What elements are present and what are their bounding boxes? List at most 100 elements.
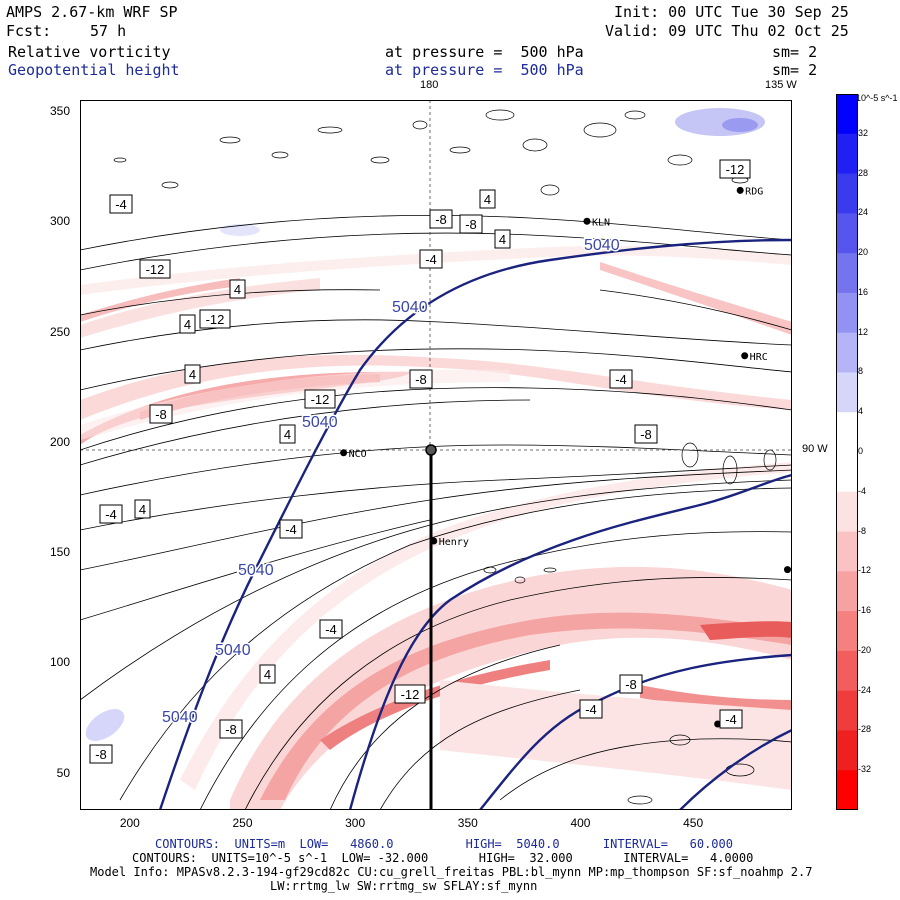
vorticity-height-map: RDGKLNHRCNCOHenryAGZ 5040504050405040504… [80, 100, 792, 810]
height-contour-label: 5040 [584, 237, 620, 254]
colorbar-swatch [836, 372, 858, 413]
height-contour-info: CONTOURS: UNITS=m LOW= 4860.0 HIGH= 5040… [155, 837, 733, 851]
colorbar-swatch [836, 690, 858, 731]
vorticity-contour-value: -4 [115, 197, 127, 212]
vorticity-contour-value: 4 [184, 317, 191, 332]
forecast-hour: 57 h [90, 22, 127, 40]
height-contour-label: 5040 [302, 414, 338, 431]
vorticity-contour-value: 4 [499, 232, 506, 247]
vorticity-contour-value: 4 [284, 427, 291, 442]
y-tick-label: 300 [49, 214, 70, 229]
y-tick-label: 50 [56, 765, 70, 780]
colorbar-swatch [836, 571, 858, 612]
vorticity-contour-label: -12 [139, 259, 171, 279]
field1-level: at pressure = 500 hPa [385, 43, 584, 61]
field1-name: Relative vorticity [8, 43, 171, 61]
vorticity-contour-label: -4 [419, 249, 443, 269]
colorbar-unit-label: 10^-5 s^-1 [856, 93, 898, 103]
colorbar-tick-label: -32 [858, 764, 872, 775]
vorticity-contour-value: -8 [225, 722, 237, 737]
colorbar-swatch [836, 770, 858, 810]
vorticity-contour-label: -8 [149, 404, 173, 424]
vorticity-contour-value: -8 [640, 427, 652, 442]
station-marker [783, 566, 791, 574]
colorbar-tick-label: -12 [858, 565, 872, 576]
lon-label-180: 180 [420, 79, 439, 91]
colorbar-tick-label: 12 [858, 326, 869, 337]
vorticity-contour-value: -8 [155, 407, 167, 422]
colorbar-tick-label: -20 [858, 644, 872, 655]
vorticity-contour-value: -12 [206, 312, 225, 327]
colorbar-swatch [836, 213, 858, 254]
colorbar-swatch [836, 650, 858, 692]
vorticity-contour-value: -8 [435, 212, 447, 227]
vorticity-contour-value: -8 [625, 677, 637, 692]
x-tick-label: 200 [119, 816, 140, 830]
vorticity-contour-value: 4 [189, 367, 196, 382]
station-label: HRC [750, 352, 768, 363]
x-tick-label: 400 [570, 816, 591, 830]
station-marker [583, 217, 591, 225]
height-contour-label: 5040 [392, 299, 428, 316]
colorbar-swatch [836, 94, 858, 135]
valid-time: Valid: 09 UTC Thu 02 Oct 25 [605, 22, 849, 40]
y-tick-label: 100 [49, 655, 70, 670]
vorticity-contour-value: -4 [725, 712, 737, 727]
y-tick-label: 200 [49, 434, 70, 449]
vorticity-colorbar [836, 94, 858, 810]
colorbar-tick-label: 20 [858, 247, 869, 258]
vorticity-contour-label: -4 [609, 369, 633, 389]
station-marker [741, 352, 749, 360]
colorbar-tick-label: -8 [858, 525, 867, 536]
x-tick-label: 300 [345, 816, 366, 830]
vorticity-contour-value: 4 [139, 502, 146, 517]
vorticity-contours [80, 214, 792, 810]
vorticity-contour-label: 4 [184, 364, 201, 384]
colorbar-swatch [836, 173, 858, 214]
x-tick-label: 250 [232, 816, 253, 830]
model-title: AMPS 2.67-km WRF SP [6, 3, 178, 21]
vorticity-contour-label: -8 [634, 424, 658, 444]
vorticity-contour-value: -4 [285, 522, 297, 537]
colorbar-swatch [836, 133, 858, 175]
cross-section-line [425, 444, 437, 810]
colorbar-tick-label: 16 [858, 286, 869, 297]
vorticity-contour-value: -4 [105, 507, 117, 522]
vorticity-contour-label: -8 [429, 209, 453, 229]
vorticity-contour-value: -8 [95, 747, 107, 762]
vorticity-contour-value: -4 [585, 702, 597, 717]
vorticity-contour-label: 4 [279, 424, 296, 444]
vorticity-contour-label: -8 [409, 369, 433, 389]
colorbar-tick-label: 32 [858, 127, 869, 138]
lon-label-90w: 90 W [802, 443, 828, 455]
vorticity-contour-label: -4 [719, 709, 743, 729]
height-contour-label: 5040 [215, 642, 251, 659]
vorticity-contour-value: -4 [425, 252, 437, 267]
station-label: RDG [745, 186, 763, 197]
vorticity-contour-value: -12 [146, 262, 165, 277]
height-contour-label: 5040 [238, 562, 274, 579]
vorticity-contour-value: -12 [311, 392, 330, 407]
init-time: Init: 00 UTC Tue 30 Sep 25 [614, 3, 849, 21]
colorbar-tick-label: -16 [858, 605, 872, 616]
colorbar-swatch [836, 730, 858, 771]
height-contour-labels: 5040 5040 5040 5040 5040 5040 [161, 236, 622, 728]
vorticity-contour-labels: 4 -4 -8 -12 4 -4 -8 -12 4 -4 -8 4 -4 -8 -12 4 -4 -8 -12 4 -4… [89, 159, 751, 764]
colorbar-swatch [836, 531, 858, 572]
vorticity-contour-label: 4 [229, 279, 246, 299]
vorticity-contour-label: 4 [494, 229, 511, 249]
vorticity-contour-value: 4 [264, 667, 271, 682]
station-label: NCO [349, 449, 367, 460]
vorticity-contour-label: -4 [579, 699, 603, 719]
field2-smoothing: sm= 2 [772, 61, 818, 79]
y-tick-label: 350 [49, 104, 70, 119]
colorbar-tick-label: 24 [858, 207, 869, 218]
station-label: KLN [592, 217, 610, 228]
vorticity-contour-label: -12 [199, 309, 231, 329]
colorbar-tick-label: 4 [858, 406, 864, 417]
vorticity-contour-label: 4 [479, 189, 496, 209]
station-marker [340, 449, 348, 457]
colorbar-swatch [836, 491, 858, 533]
vorticity-contour-label: -12 [719, 159, 751, 179]
colorbar-swatch [836, 611, 858, 652]
